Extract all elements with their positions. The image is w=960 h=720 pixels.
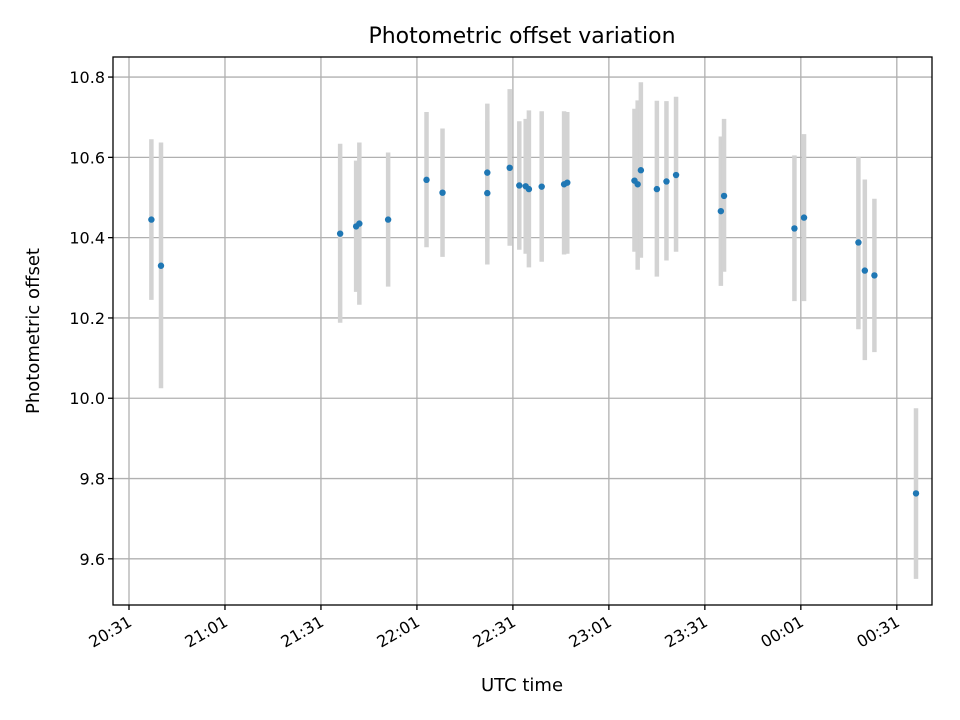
data-point <box>148 216 155 223</box>
data-point <box>564 179 571 186</box>
data-point <box>356 220 363 227</box>
data-point <box>871 272 878 279</box>
x-tick-label: 23:31 <box>661 612 710 652</box>
y-tick-label: 10.0 <box>69 389 105 408</box>
data-point <box>506 164 513 172</box>
data-point <box>663 178 670 185</box>
y-tick-label: 10.8 <box>69 68 105 87</box>
x-axis-label: UTC time <box>481 675 563 696</box>
x-tick-label: 21:31 <box>278 612 327 652</box>
x-axis-ticks: 20:31 21:01 21:31 22:01 22:31 23:01 23:31 00:01… <box>86 605 903 652</box>
x-tick-label: 00:01 <box>757 612 806 652</box>
data-point <box>717 207 725 215</box>
y-tick-label: 10.2 <box>69 309 105 328</box>
data-point <box>384 216 392 223</box>
data-point <box>855 239 862 246</box>
data-point <box>861 267 869 274</box>
data-point <box>791 225 798 232</box>
data-points <box>148 164 920 497</box>
data-point <box>634 181 641 188</box>
data-point <box>484 189 491 197</box>
data-point <box>800 214 808 221</box>
plot-frame <box>112 56 933 606</box>
y-tick-label: 9.8 <box>80 470 105 489</box>
data-point <box>484 169 491 176</box>
data-point <box>637 167 645 174</box>
data-point <box>912 490 920 497</box>
x-tick-label: 23:01 <box>565 612 614 652</box>
y-axis-ticks: 9.6 9.8 10.0 10.2 10.4 10.6 10.8 <box>69 68 113 569</box>
data-point <box>672 171 680 179</box>
x-tick-label: 22:31 <box>469 612 518 652</box>
data-point <box>538 183 545 190</box>
y-tick-label: 10.4 <box>69 229 105 248</box>
y-tick-label: 9.6 <box>80 550 105 569</box>
x-tick-label: 00:31 <box>853 612 902 652</box>
data-point <box>157 262 165 269</box>
data-point <box>423 176 430 184</box>
chart-title: Photometric offset variation <box>368 24 675 49</box>
grid-lines <box>113 57 932 605</box>
data-point <box>439 189 446 196</box>
data-point <box>525 185 533 193</box>
data-point <box>653 185 661 193</box>
data-point <box>336 230 344 237</box>
data-point <box>720 192 728 200</box>
x-tick-label: 21:01 <box>182 612 231 652</box>
x-tick-label: 20:31 <box>86 612 135 652</box>
x-tick-label: 22:01 <box>373 612 422 652</box>
y-axis-label: Photometric offset <box>23 248 44 414</box>
data-point <box>516 182 523 189</box>
y-tick-label: 10.6 <box>69 148 105 167</box>
